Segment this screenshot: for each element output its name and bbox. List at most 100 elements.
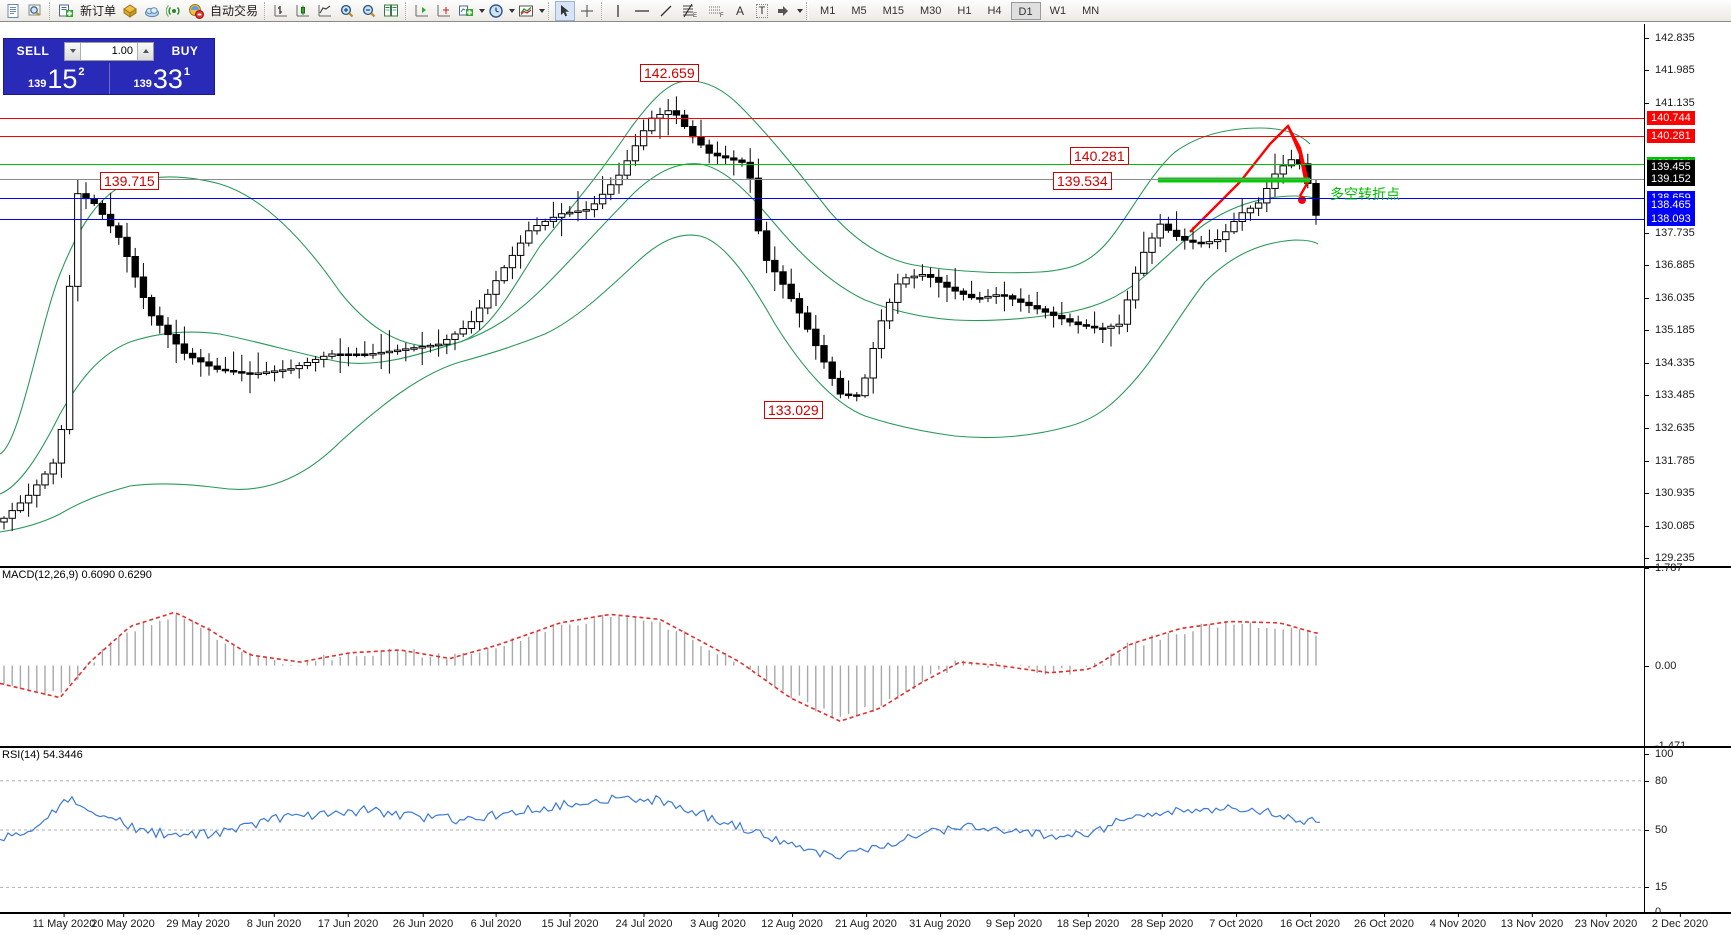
chevron-down-icon[interactable] bbox=[797, 8, 804, 13]
price-tick: 129.235 bbox=[1645, 552, 1731, 564]
time-tick: 12 Aug 2020 bbox=[761, 913, 823, 930]
volume-stepper[interactable]: 1.00 bbox=[64, 41, 154, 61]
text-label-glyph: A bbox=[736, 3, 745, 18]
time-tick: 15 Jul 2020 bbox=[541, 913, 599, 930]
text-label-icon[interactable]: A bbox=[730, 1, 750, 21]
chart-annotation[interactable]: 139.715 bbox=[100, 172, 159, 190]
arrows-icon[interactable] bbox=[774, 1, 794, 21]
macd-chart-svg bbox=[0, 611, 1321, 723]
timeframe-m15[interactable]: M15 bbox=[882, 4, 905, 17]
price-tick: 135.185 bbox=[1645, 324, 1731, 336]
chart-annotation[interactable]: 140.281 bbox=[1070, 147, 1129, 165]
sell-button[interactable]: SELL bbox=[16, 44, 50, 58]
templates-icon[interactable] bbox=[516, 1, 536, 21]
trendline-icon[interactable] bbox=[656, 1, 676, 21]
timeframe-mn[interactable]: MN bbox=[1082, 4, 1100, 17]
chart-annotation[interactable]: 多空转折点 bbox=[1330, 187, 1400, 203]
autotrading-label[interactable]: 自动交易 bbox=[210, 4, 259, 18]
zoom-out-icon[interactable] bbox=[359, 1, 379, 21]
chart-annotation[interactable]: 142.659 bbox=[640, 64, 699, 82]
chevron-down-icon[interactable] bbox=[509, 8, 516, 13]
macd-caption: MACD(12,26,9) 0.6090 0.6290 bbox=[2, 569, 152, 581]
new-order-icon[interactable] bbox=[56, 1, 76, 21]
toolbar-separator bbox=[49, 1, 52, 20]
buy-button[interactable]: BUY bbox=[171, 44, 199, 58]
time-tick: 8 Jun 2020 bbox=[246, 913, 302, 930]
period-clock-icon[interactable] bbox=[486, 1, 506, 21]
volume-increment-button[interactable] bbox=[137, 42, 153, 60]
trade-panel-prices: 139 15 2 139 33 1 bbox=[4, 63, 214, 94]
zoom-in-icon[interactable] bbox=[337, 1, 357, 21]
autotrading-icon[interactable] bbox=[186, 1, 206, 21]
one-click-trading-panel[interactable]: SELL 1.00 BUY 139 15 2 139 33 1 bbox=[3, 38, 215, 95]
price-tick: 136.035 bbox=[1645, 292, 1731, 304]
timeframe-m1[interactable]: M1 bbox=[820, 4, 836, 17]
equidistant-channel-icon[interactable]: F bbox=[704, 1, 728, 21]
price-tick: 134.335 bbox=[1645, 357, 1731, 369]
magnifier-icon[interactable] bbox=[25, 1, 45, 21]
timeframe-m5[interactable]: M5 bbox=[851, 4, 867, 17]
horizontal-line-icon[interactable] bbox=[630, 1, 654, 21]
price-plot[interactable]: 139.715 142.659 133.029 140.281 139.534 多空转折点 bbox=[0, 24, 1644, 566]
volume-input[interactable]: 1.00 bbox=[81, 42, 137, 60]
toolbar-separator bbox=[806, 1, 810, 20]
rsi-tick: 0 bbox=[1645, 906, 1731, 918]
rsi-axis: 100 80 50 15 0 bbox=[1644, 748, 1731, 918]
bar-chart-icon[interactable] bbox=[271, 1, 291, 21]
toolbar-separator bbox=[405, 1, 409, 20]
rsi-tick: 100 bbox=[1645, 748, 1731, 760]
tile-windows-icon[interactable] bbox=[381, 1, 401, 21]
svg-text:E: E bbox=[693, 13, 697, 19]
candlestick-chart-icon[interactable] bbox=[293, 1, 313, 21]
chart-annotation[interactable]: 133.029 bbox=[764, 401, 823, 419]
auto-scroll-icon[interactable] bbox=[434, 1, 454, 21]
time-tick: 31 Aug 2020 bbox=[909, 913, 971, 930]
price-level-chip: 139.455 bbox=[1647, 160, 1695, 175]
cursor-arrow-icon[interactable] bbox=[555, 0, 576, 21]
time-tick: 3 Aug 2020 bbox=[690, 913, 746, 930]
main-toolbar: 新订单 bbox=[0, 0, 1731, 22]
price-tick: 137.735 bbox=[1645, 227, 1731, 239]
toolbar-separator bbox=[548, 1, 552, 20]
price-level-chip: 138.093 bbox=[1647, 212, 1695, 227]
buy-price[interactable]: 139 33 1 bbox=[108, 63, 215, 94]
text-box-icon[interactable]: T bbox=[752, 1, 772, 21]
expert-advisor-icon[interactable] bbox=[120, 1, 140, 21]
timeframe-h4[interactable]: H4 bbox=[987, 4, 1002, 17]
crosshair-icon[interactable] bbox=[577, 1, 597, 21]
new-order-label[interactable]: 新订单 bbox=[80, 4, 117, 18]
macd-plot[interactable] bbox=[0, 568, 1644, 746]
sell-price-fraction: 2 bbox=[78, 66, 85, 78]
sell-price[interactable]: 139 15 2 bbox=[4, 63, 109, 94]
signal-icon[interactable] bbox=[164, 1, 184, 21]
market-watch-cloud-icon[interactable] bbox=[142, 1, 162, 21]
time-tick: 21 Aug 2020 bbox=[835, 913, 897, 930]
chart-shift-icon[interactable] bbox=[412, 1, 432, 21]
vertical-line-icon[interactable] bbox=[608, 1, 628, 21]
volume-decrement-button[interactable] bbox=[65, 42, 81, 60]
time-tick: 23 Nov 2020 bbox=[1574, 913, 1638, 930]
chevron-down-icon[interactable] bbox=[539, 8, 546, 13]
fibonacci-icon[interactable]: E bbox=[678, 1, 702, 21]
line-chart-icon[interactable] bbox=[315, 1, 335, 21]
timeframe-h1[interactable]: H1 bbox=[957, 4, 972, 17]
time-tick: 16 Oct 2020 bbox=[1280, 913, 1340, 930]
macd-pane: MACD(12,26,9) 0.6090 0.6290 1.787 0.00 -1.… bbox=[0, 562, 1731, 752]
price-level-chip: 138.465 bbox=[1647, 198, 1695, 213]
toolbar-separator bbox=[601, 1, 605, 20]
timeframe-w1[interactable]: W1 bbox=[1049, 4, 1067, 17]
timeframe-d1[interactable]: D1 bbox=[1010, 1, 1041, 20]
chart-annotation[interactable]: 139.534 bbox=[1053, 172, 1112, 190]
timeframe-m30[interactable]: M30 bbox=[920, 4, 942, 17]
time-tick: 9 Sep 2020 bbox=[985, 913, 1043, 930]
indicators-icon[interactable] bbox=[456, 1, 476, 21]
price-axis[interactable]: 142.835 141.985 141.135 137.735 136.885 136.0… bbox=[1644, 24, 1731, 566]
time-axis[interactable]: 11 May 2020 20 May 2020 29 May 2020 8 Jun 2… bbox=[0, 913, 1731, 935]
price-pane: 139.715 142.659 133.029 140.281 139.534 多空转折点… bbox=[0, 24, 1731, 567]
document-icon[interactable] bbox=[3, 1, 23, 21]
time-tick: 20 May 2020 bbox=[91, 913, 155, 930]
rsi-pane: RSI(14) 54.3446 100 80 50 15 0 bbox=[0, 747, 1731, 918]
chevron-down-icon[interactable] bbox=[479, 8, 486, 13]
rsi-plot[interactable] bbox=[0, 748, 1644, 912]
text-box-glyph: T bbox=[755, 3, 769, 18]
